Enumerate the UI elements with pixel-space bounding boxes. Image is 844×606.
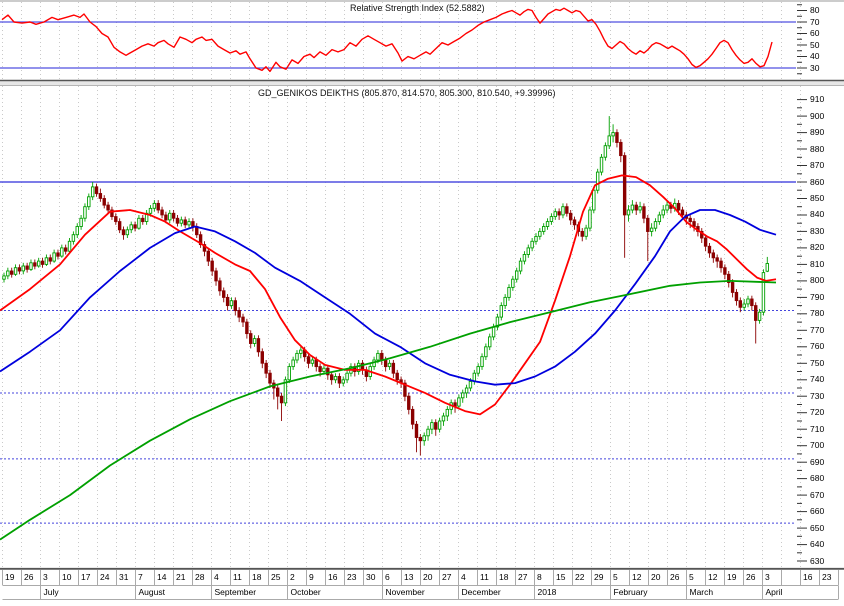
- price-axis-label: 850: [810, 192, 825, 203]
- rsi-axis-label: 40: [810, 51, 820, 61]
- price-axis-label: 910: [810, 94, 825, 105]
- month-label: November: [385, 587, 425, 597]
- date-label: 3: [765, 571, 770, 582]
- date-label: 23: [347, 571, 357, 582]
- rsi-axis-label: 30: [810, 62, 820, 73]
- price-axis-label: 640: [810, 539, 825, 550]
- date-label: 14: [157, 571, 167, 582]
- price-axis-label: 720: [810, 407, 825, 418]
- main-plot-area[interactable]: [0, 86, 796, 568]
- rsi-plot-area[interactable]: [0, 2, 796, 80]
- date-label: 22: [575, 571, 585, 582]
- price-axis-label: 840: [810, 209, 825, 220]
- date-label: 13: [404, 571, 414, 582]
- date-label: 12: [708, 571, 718, 582]
- date-label: 26: [670, 571, 680, 582]
- price-axis-label: 900: [810, 110, 825, 121]
- date-label: 5: [689, 571, 694, 582]
- price-axis-label: 890: [810, 127, 825, 138]
- price-axis-label: 880: [810, 143, 825, 154]
- price-axis-label: 800: [810, 275, 825, 286]
- rsi-axis-label: 80: [810, 5, 820, 15]
- month-label: 2018: [537, 587, 557, 597]
- date-label: 11: [480, 571, 489, 582]
- date-label: 29: [594, 571, 604, 582]
- date-label: 20: [651, 571, 661, 582]
- date-label: 5: [613, 571, 618, 582]
- month-label: July: [43, 587, 59, 597]
- price-axis-label: 710: [810, 423, 825, 434]
- price-axis-label: 670: [810, 489, 825, 500]
- date-label: 23: [822, 571, 832, 582]
- month-label: February: [613, 587, 648, 597]
- price-axis-label: 830: [810, 225, 825, 236]
- date-label: 18: [499, 571, 509, 582]
- date-label: 12: [632, 571, 642, 582]
- date-label: 26: [746, 571, 756, 582]
- date-label: 19: [727, 571, 737, 582]
- month-label: August: [138, 587, 165, 597]
- date-label: 9: [309, 571, 314, 582]
- date-label: 2: [290, 571, 295, 582]
- month-label: September: [214, 587, 257, 597]
- price-axis-label: 870: [810, 160, 825, 171]
- date-label: 17: [81, 571, 91, 582]
- price-axis-label: 690: [810, 456, 825, 467]
- date-label: 28: [195, 571, 205, 582]
- rsi-axis-label: 50: [810, 39, 820, 50]
- date-label: 4: [214, 571, 219, 582]
- rsi-axis-label: 60: [810, 28, 820, 38]
- date-label: 21: [176, 571, 186, 582]
- date-label: 27: [518, 571, 528, 582]
- price-axis-label: 740: [810, 374, 825, 385]
- price-axis-label: 680: [810, 473, 825, 484]
- date-label: 10: [62, 571, 72, 582]
- price-axis-label: 790: [810, 291, 825, 302]
- date-label: 16: [328, 571, 338, 582]
- date-label: 8: [537, 571, 542, 582]
- rsi-axis-label: 70: [810, 16, 820, 27]
- date-label: 3: [43, 571, 48, 582]
- date-label: 7: [138, 571, 143, 582]
- price-axis-label: 700: [810, 440, 825, 451]
- month-label: December: [461, 587, 501, 597]
- price-axis-label: 810: [810, 258, 825, 269]
- price-axis-label: 660: [810, 506, 825, 517]
- month-label: March: [689, 587, 714, 597]
- rsi-panel-title: Relative Strength Index (52.5882): [350, 3, 485, 13]
- date-label: 15: [556, 571, 566, 582]
- month-label: October: [290, 587, 321, 597]
- price-axis-label: 760: [810, 341, 825, 352]
- price-axis-label: 630: [810, 555, 825, 566]
- date-label: 19: [5, 571, 15, 582]
- date-label: 20: [423, 571, 433, 582]
- price-axis-label: 770: [810, 324, 825, 335]
- date-label: 16: [803, 571, 813, 582]
- price-axis-label: 650: [810, 522, 825, 533]
- date-label: 6: [385, 571, 390, 582]
- date-label: 4: [461, 571, 466, 582]
- month-label: April: [765, 587, 783, 597]
- price-axis-label: 750: [810, 357, 825, 368]
- price-axis-label: 860: [810, 176, 825, 187]
- price-axis-label: 730: [810, 390, 825, 401]
- date-label: 31: [119, 571, 129, 582]
- date-label: 26: [24, 571, 34, 582]
- date-label: 30: [366, 571, 376, 582]
- date-label: 25: [271, 571, 281, 582]
- price-axis-label: 780: [810, 308, 825, 319]
- date-label: 27: [442, 571, 452, 582]
- date-label: 11: [233, 571, 242, 582]
- date-label: 24: [100, 571, 110, 582]
- date-label: 18: [252, 571, 262, 582]
- main-panel-title: GD_GENIKOS DEIKTHS (805.870, 814.570, 80…: [258, 88, 556, 98]
- price-axis-label: 820: [810, 242, 825, 253]
